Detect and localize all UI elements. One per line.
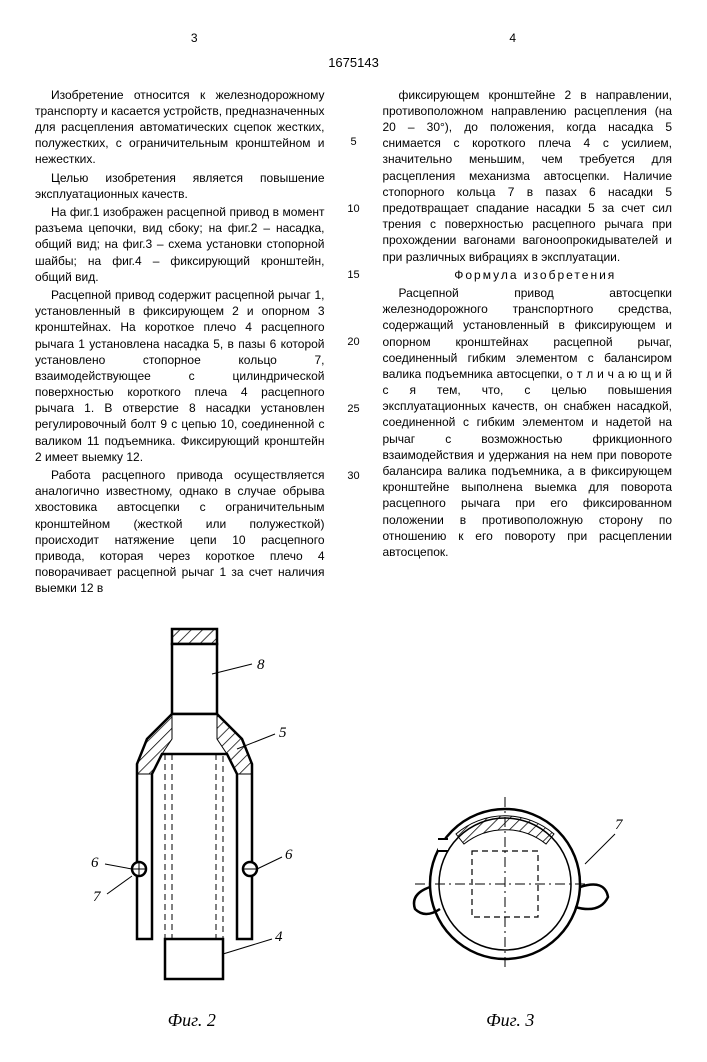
figure-3: 7 Фиг. 3 (390, 779, 630, 1032)
line-marker: 15 (345, 268, 363, 283)
line-marker: 10 (345, 202, 363, 217)
line-marker: 5 (345, 135, 363, 150)
paragraph: Работа расцепного привода осуществляется… (35, 467, 325, 597)
callout-5: 5 (279, 725, 287, 741)
line-marker: 25 (345, 402, 363, 417)
figures-row: 8 5 6 6 7 4 Фиг. 2 (35, 619, 672, 1032)
callout-4: 4 (275, 929, 283, 945)
figure-3-label: Фиг. 3 (390, 1008, 630, 1032)
page-number-left: 3 (191, 30, 198, 46)
callout-7: 7 (93, 889, 102, 905)
text-columns: Изобретение относится к железнодорожному… (35, 87, 672, 599)
patent-number: 1675143 (35, 54, 672, 72)
figure-2: 8 5 6 6 7 4 Фиг. 2 (77, 619, 307, 1032)
page-number-right: 4 (509, 30, 516, 46)
paragraph: Расцепной привод содержит расцепной рыча… (35, 287, 325, 465)
formula-title: Формула изобретения (383, 267, 673, 283)
callout-8: 8 (257, 657, 265, 673)
line-marker: 20 (345, 335, 363, 350)
paragraph: Расцепной привод автосцепки железнодорож… (383, 285, 673, 560)
figure-2-label: Фиг. 2 (77, 1008, 307, 1032)
callout-7: 7 (615, 817, 624, 833)
left-column: Изобретение относится к железнодорожному… (35, 87, 325, 599)
figure-3-svg: 7 (390, 779, 630, 999)
line-number-gutter: 5 10 15 20 25 30 (345, 87, 363, 599)
paragraph: На фиг.1 изображен расцепной привод в мо… (35, 204, 325, 285)
callout-6-left: 6 (91, 855, 99, 871)
line-marker: 30 (345, 469, 363, 484)
paragraph: фиксирующем кронштейне 2 в направлении, … (383, 87, 673, 265)
figure-2-svg: 8 5 6 6 7 4 (77, 619, 307, 999)
callout-6-right: 6 (285, 847, 293, 863)
paragraph: Целью изобретения является повышение экс… (35, 170, 325, 202)
header-row: 3 4 (35, 30, 672, 46)
paragraph: Изобретение относится к железнодорожному… (35, 87, 325, 168)
right-column: фиксирующем кронштейне 2 в направлении, … (383, 87, 673, 599)
